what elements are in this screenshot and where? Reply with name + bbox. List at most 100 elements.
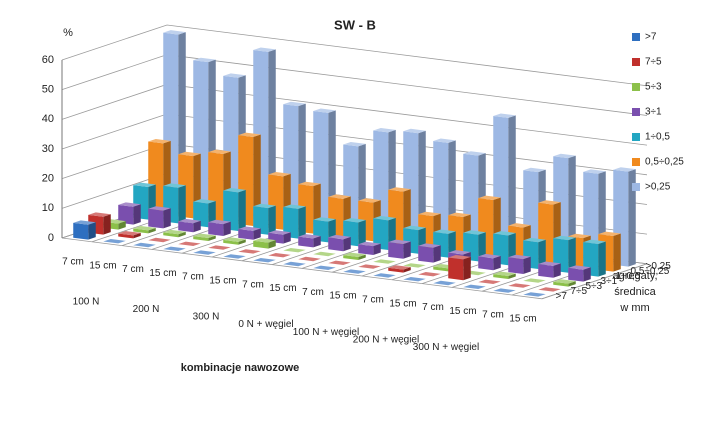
bar-top [268, 253, 291, 258]
bar-top [463, 230, 486, 235]
bar-side [88, 222, 96, 240]
bar [328, 234, 351, 252]
bar-side [373, 243, 381, 255]
bar [253, 238, 276, 249]
bar [493, 271, 516, 279]
bar-top [148, 237, 171, 243]
legend-label: 5÷3 [645, 82, 662, 93]
x-tick-label: 15 cm [509, 314, 536, 325]
bar-side [253, 228, 261, 240]
bar-top [343, 269, 366, 274]
bar-top [298, 234, 321, 239]
bar-top [223, 237, 246, 242]
bar [418, 243, 441, 263]
legend-label: 1÷0,5 [645, 132, 670, 143]
bar [313, 251, 336, 257]
bar-top [568, 265, 591, 270]
bar [418, 272, 441, 277]
bar-side [523, 256, 531, 274]
bar-top [493, 271, 516, 277]
bar [193, 233, 216, 241]
bar-front [343, 255, 359, 260]
bar-top [133, 226, 156, 231]
y-tick-label: 40 [42, 113, 54, 125]
bar-top [193, 250, 216, 255]
bar-top [193, 233, 216, 239]
bar-top [433, 138, 456, 143]
bar [118, 231, 141, 239]
x-tick-label: 7 cm [242, 279, 264, 290]
bar [148, 237, 171, 243]
bar-top [163, 30, 186, 35]
bar-front [178, 221, 194, 233]
bar-top [358, 198, 381, 203]
bar-top [568, 233, 591, 239]
bar [178, 241, 201, 246]
z-tick-label: 3÷1 [601, 276, 618, 287]
legend-label: 7÷5 [645, 57, 662, 68]
bar [238, 226, 261, 240]
y-tick-label: 20 [42, 173, 54, 185]
bar-top [268, 230, 291, 235]
bar-top [523, 278, 546, 283]
bar-top [403, 277, 426, 282]
bar-side [298, 206, 306, 239]
bar [463, 284, 486, 289]
bar-side [133, 232, 141, 239]
bar-front [148, 208, 164, 229]
bar-front [433, 266, 449, 272]
group-label: 200 N [133, 304, 160, 315]
bar [118, 202, 141, 225]
bar-top [433, 280, 456, 286]
bar-side [193, 220, 201, 233]
bar-top [553, 279, 576, 284]
x-tick-label: 7 cm [422, 302, 444, 313]
bar [523, 278, 546, 283]
bar [253, 258, 276, 263]
bar-top [103, 239, 126, 244]
bar [478, 253, 501, 271]
bar [373, 259, 396, 264]
bar-front [133, 228, 149, 234]
bar-front [283, 207, 299, 239]
bar [448, 255, 471, 281]
bar [133, 242, 156, 248]
bar-side [223, 221, 231, 236]
bar-side [568, 281, 576, 287]
bar-top [298, 181, 321, 187]
bar [373, 273, 396, 278]
bar-side [613, 233, 621, 272]
bar-top [538, 200, 561, 205]
z-axis-label: średnica [614, 286, 656, 298]
z-tick-label: 7÷5 [571, 286, 588, 297]
bar-top [253, 238, 276, 243]
z-tick-label: >7 [556, 291, 568, 302]
bar-front [208, 222, 224, 236]
x-tick-label: 15 cm [149, 268, 176, 279]
bar-top [328, 234, 351, 240]
bar-top [418, 211, 441, 217]
bar-side [538, 239, 546, 269]
bar [403, 263, 426, 268]
bar-top [223, 254, 246, 259]
bar-side [628, 169, 636, 267]
bar-top [358, 241, 381, 247]
bar-front [553, 281, 569, 287]
bar-top [283, 261, 306, 267]
bar-top [253, 47, 276, 52]
bar-top [253, 203, 276, 209]
bar-top [553, 153, 576, 159]
bar-front [223, 239, 239, 245]
bar-front [388, 267, 404, 273]
bar-side [268, 240, 276, 249]
bar-top [283, 248, 306, 253]
bar-side [568, 237, 576, 273]
bar-top [238, 226, 261, 231]
bar-top [613, 167, 636, 172]
bar-side [148, 227, 156, 234]
grid-line [61, 54, 648, 116]
bar [343, 269, 366, 274]
bar-top [478, 253, 501, 259]
bar-top [403, 128, 426, 134]
bar [328, 260, 351, 265]
